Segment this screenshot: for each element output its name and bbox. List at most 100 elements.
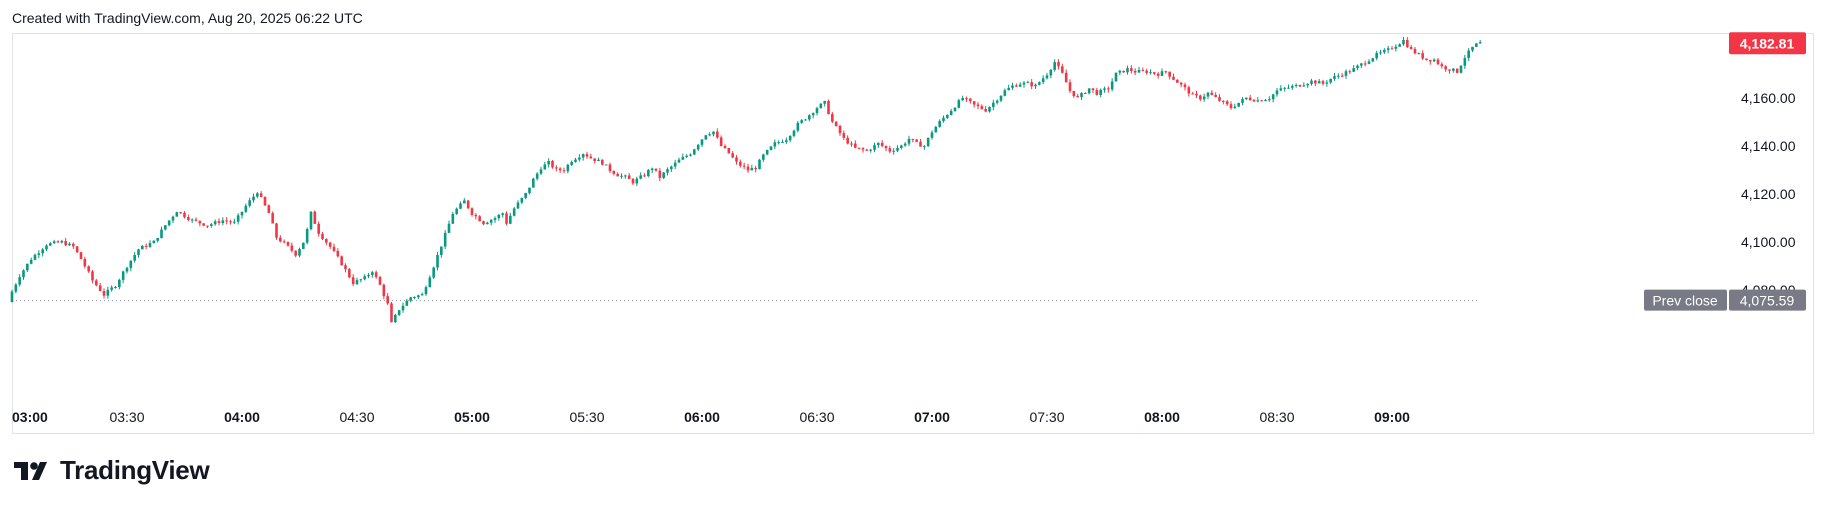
candle-body [1176,79,1179,83]
candle [497,213,501,221]
candle-body [900,145,903,148]
candle-body [114,287,117,289]
prev-close-tag: Prev close 4,075.59 [1644,289,1806,311]
time-axis[interactable]: 03:00 03:30 04:00 04:30 05:00 05:30 06:00 06:30… [12,409,1410,425]
candle-body [999,95,1003,101]
candle-body [309,211,313,230]
candle [137,248,140,258]
candle-body [351,277,355,285]
candle [972,101,976,108]
candle-body [581,154,585,158]
candle-body [1298,84,1302,87]
chart-frame[interactable] [12,33,1814,434]
candle [1294,83,1298,88]
candle [187,214,190,222]
candle-body [1183,84,1187,88]
candle [340,255,343,266]
candle-body [1153,72,1156,74]
candle [1340,73,1344,78]
candle [1287,84,1290,89]
candle-body [608,164,612,172]
candle [1459,65,1463,74]
candle [252,193,255,203]
candle-body [551,161,554,168]
price-tick-label: 4,100.00 [1741,234,1796,250]
candle [926,137,930,148]
candle [1252,98,1256,102]
candle-body [1340,75,1344,77]
candle [1080,92,1083,101]
candle [248,197,251,208]
candle [1409,45,1413,50]
candle-body [428,277,432,288]
candle-body [1333,76,1336,79]
time-tick-label: 07:00 [914,409,950,425]
candle-body [1375,52,1378,59]
candle [1256,97,1260,103]
candle-body [558,168,562,171]
candle-body [417,295,420,298]
candle [87,265,90,273]
candle [1413,47,1417,55]
candle-body [332,246,336,251]
candle-body [578,157,581,160]
candle [290,242,294,253]
candle [1222,100,1225,105]
candle-body [256,193,259,197]
tradingview-brand[interactable]: TradingView [14,455,210,486]
candle-body [512,208,516,216]
candle-body [1406,39,1409,48]
candle-body [386,296,389,304]
candle-body [1421,53,1424,59]
candle [440,246,443,258]
candle [1394,44,1398,52]
candle-body [995,100,999,103]
candle-body [1068,82,1072,91]
time-tick-label: 08:00 [1144,409,1180,425]
candle-body [317,223,320,234]
candle-body [367,275,370,277]
candle [1149,69,1152,75]
candle-body [1325,82,1329,84]
candle [95,278,98,287]
candle-body [1057,62,1060,67]
candle-body [1459,65,1463,73]
candle [1463,54,1467,69]
candle [298,247,301,258]
candle-body [482,221,485,225]
candle [259,191,263,198]
candle-body [144,245,148,247]
candle-body [938,120,941,127]
candle-body [1398,44,1401,47]
candle-body [1252,100,1256,102]
candle [1279,85,1283,92]
candle [378,275,382,286]
candle [869,148,872,153]
candle [1321,79,1325,86]
candle-body [436,254,439,268]
candle-body [213,221,217,225]
candle-body [1260,100,1263,102]
candle-body [75,246,79,253]
candle [1176,79,1179,83]
candle [819,103,823,109]
candle [1245,97,1248,101]
candle-body [1199,95,1202,100]
candle-body [263,196,267,206]
candle [746,163,750,173]
candle-body [719,137,723,146]
price-axis[interactable]: 4,080.004,100.004,120.004,140.004,160.00 [1741,90,1796,298]
candle-body [443,232,447,247]
candle [946,114,949,120]
candle [923,145,926,150]
candle-body [190,219,194,221]
candle [1390,46,1394,50]
candle [1164,70,1168,74]
time-tick-label: 03:00 [12,409,48,425]
candle-body [41,249,44,254]
candle [957,98,961,109]
candle [969,98,972,104]
candle [681,153,685,161]
candle [1344,69,1348,79]
